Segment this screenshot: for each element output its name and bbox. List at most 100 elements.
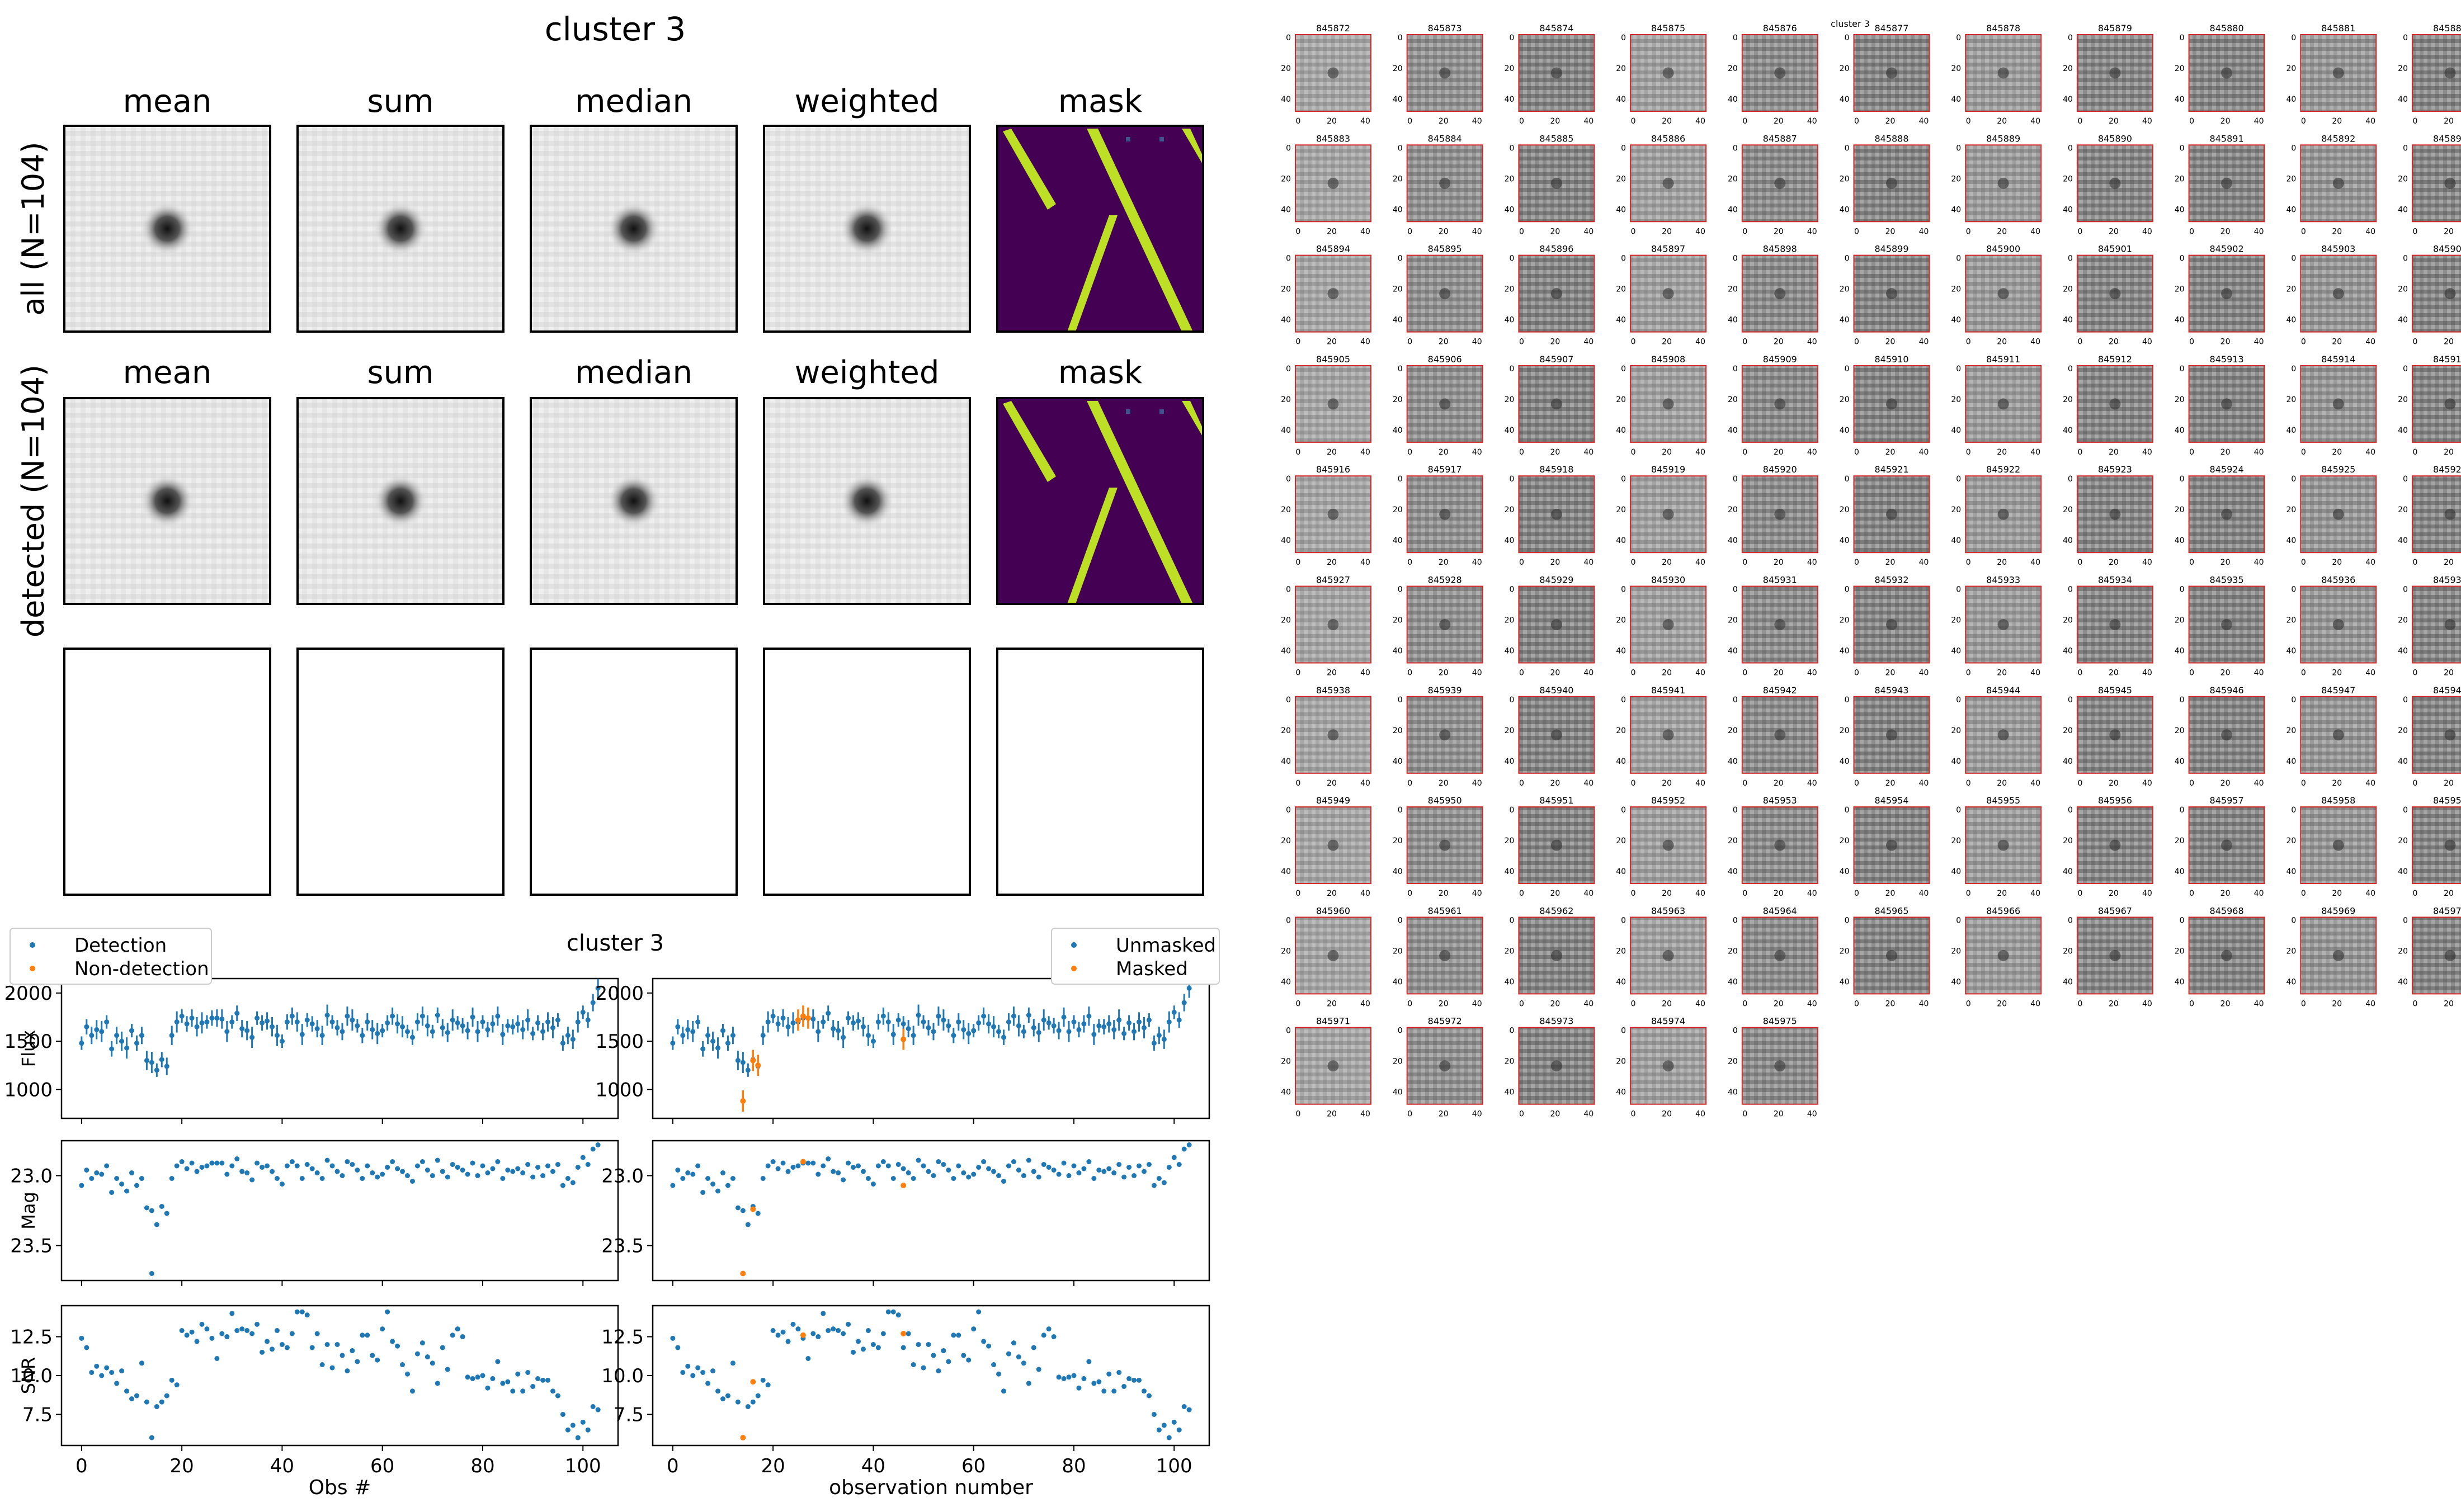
data-point bbox=[419, 1159, 425, 1164]
thumb-ytick-label: 20 bbox=[1840, 505, 1850, 514]
data-point bbox=[445, 1030, 450, 1036]
thumb-xtick-label: 20 bbox=[2444, 999, 2454, 1008]
thumb-frame bbox=[2076, 254, 2153, 333]
stack-frame bbox=[296, 648, 505, 896]
thumb-ytick-label: 0 bbox=[1733, 365, 1738, 374]
data-point bbox=[334, 1341, 340, 1347]
thumb-xtick-label: 20 bbox=[1327, 558, 1337, 567]
lc-xtick-label: 20 bbox=[170, 1455, 194, 1477]
data-point bbox=[324, 1013, 330, 1018]
thumb-xtick-label: 0 bbox=[1407, 1110, 1412, 1119]
thumb-frame bbox=[1965, 144, 2042, 223]
data-point bbox=[159, 1057, 164, 1062]
lc-xlabel: observation number bbox=[829, 1476, 1033, 1499]
mask-streak bbox=[1067, 488, 1118, 604]
thumb-ytick-label: 0 bbox=[2291, 254, 2296, 263]
data-point bbox=[334, 1025, 340, 1031]
thumb-ytick-label: 0 bbox=[1956, 475, 1961, 484]
thumb-xtick-label: 40 bbox=[2142, 448, 2152, 457]
thumb-xtick-label: 0 bbox=[1519, 117, 1524, 126]
data-point bbox=[1006, 1351, 1011, 1357]
thumb-source bbox=[1662, 619, 1674, 630]
data-point bbox=[1137, 1019, 1142, 1025]
masked-point bbox=[755, 1062, 761, 1069]
data-point bbox=[274, 1033, 280, 1038]
thumb-source bbox=[2444, 839, 2456, 851]
data-point bbox=[435, 1013, 440, 1018]
data-point bbox=[350, 1017, 355, 1023]
thumb-ytick-label: 0 bbox=[1845, 254, 1850, 263]
masked-point bbox=[750, 1379, 756, 1385]
thumb-ytick-label: 40 bbox=[2063, 316, 2073, 325]
data-point bbox=[1036, 1174, 1041, 1180]
data-point bbox=[595, 985, 601, 991]
thumb-xtick-label: 0 bbox=[1296, 338, 1301, 347]
data-point bbox=[99, 1171, 105, 1177]
thumb-frame bbox=[1295, 144, 1371, 223]
thumb-source bbox=[2332, 949, 2344, 961]
thumb-xtick-label: 0 bbox=[1296, 779, 1301, 788]
data-point bbox=[1066, 1173, 1072, 1178]
thumb-xtick-label: 20 bbox=[1885, 889, 1896, 898]
data-point bbox=[821, 1163, 826, 1169]
thumb-xtick-label: 40 bbox=[1360, 227, 1370, 236]
data-point bbox=[895, 1312, 901, 1318]
thumb-xtick-label: 20 bbox=[1774, 558, 1784, 567]
data-point bbox=[1181, 1404, 1187, 1410]
thumb-frame bbox=[1853, 806, 1930, 885]
thumb-id: 845876 bbox=[1763, 23, 1797, 34]
lc-ytick-label: 7.5 bbox=[614, 1404, 644, 1426]
data-point bbox=[309, 1345, 315, 1350]
data-point bbox=[1176, 1427, 1182, 1433]
thumb-xtick-label: 0 bbox=[2413, 669, 2418, 678]
data-point bbox=[880, 1013, 886, 1019]
thumb-xtick-label: 40 bbox=[1807, 227, 1817, 236]
thumb-xtick-label: 0 bbox=[1631, 669, 1636, 678]
data-point bbox=[1006, 1019, 1011, 1025]
thumb-ytick-label: 40 bbox=[2063, 536, 2073, 545]
thumb-xtick-label: 20 bbox=[1439, 999, 1449, 1008]
thumb-id: 845941 bbox=[1651, 685, 1685, 696]
thumb-xtick-label: 40 bbox=[2142, 779, 2152, 788]
data-point bbox=[765, 1382, 771, 1388]
data-point bbox=[134, 1041, 139, 1046]
thumb-xtick-label: 0 bbox=[1966, 779, 1971, 788]
data-point bbox=[780, 1329, 786, 1335]
data-point bbox=[144, 1205, 149, 1211]
mask-streak bbox=[1182, 129, 1203, 165]
thumb-ytick-label: 40 bbox=[1728, 316, 1738, 325]
data-point bbox=[916, 1013, 921, 1018]
thumb-source bbox=[1439, 729, 1451, 741]
thumb-xtick-label: 20 bbox=[1885, 779, 1896, 788]
thumb-frame bbox=[2188, 696, 2265, 774]
lc-ytick-label: 1500 bbox=[595, 1031, 644, 1053]
thumb-xtick-label: 20 bbox=[1885, 999, 1896, 1008]
thumb-xtick-label: 40 bbox=[1919, 779, 1929, 788]
thumb-xtick-label: 40 bbox=[1472, 558, 1482, 567]
thumb-ytick-label: 20 bbox=[2175, 174, 2185, 183]
thumb-xtick-label: 20 bbox=[1997, 117, 2007, 126]
thumb-ytick-label: 0 bbox=[1621, 254, 1626, 263]
thumb-xtick-label: 0 bbox=[1742, 1110, 1747, 1119]
data-point bbox=[575, 1435, 581, 1440]
thumb-id: 845954 bbox=[1874, 795, 1908, 806]
thumb-source bbox=[1550, 949, 1562, 961]
thumb-xtick-label: 20 bbox=[2444, 669, 2454, 678]
thumb-id: 845951 bbox=[1539, 795, 1573, 806]
thumb-source bbox=[1439, 508, 1451, 520]
masked-point bbox=[750, 1206, 756, 1212]
thumb-ytick-label: 20 bbox=[2175, 285, 2185, 294]
thumb-xtick-label: 40 bbox=[2254, 558, 2264, 567]
data-point bbox=[856, 1018, 861, 1024]
thumb-ytick-label: 20 bbox=[1728, 616, 1738, 625]
thumb-id: 845935 bbox=[2210, 575, 2244, 585]
data-point bbox=[154, 1067, 159, 1073]
mask-pixel bbox=[1159, 409, 1164, 414]
data-point bbox=[1161, 1037, 1167, 1042]
data-point bbox=[345, 1159, 350, 1164]
data-point bbox=[585, 1162, 591, 1167]
thumb-xtick-label: 0 bbox=[2077, 338, 2082, 347]
thumb-frame bbox=[2188, 34, 2265, 112]
thumb-xtick-label: 40 bbox=[1919, 338, 1929, 347]
legend-label: Detection bbox=[74, 934, 167, 957]
